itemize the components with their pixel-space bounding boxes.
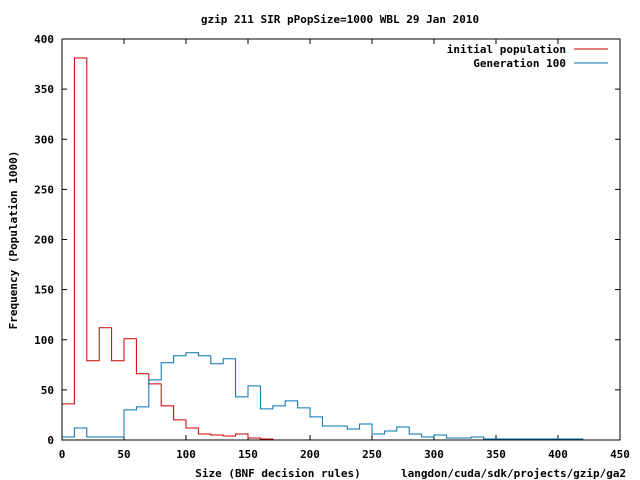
x-tick-label: 200 <box>300 448 320 461</box>
x-ticks: 0 50 100 150 200 250 300 350 400 450 <box>59 39 630 461</box>
x-tick-label: 250 <box>362 448 382 461</box>
y-tick-label: 250 <box>34 183 54 196</box>
y-tick-label: 200 <box>34 234 54 247</box>
x-tick-label: 100 <box>176 448 196 461</box>
series-line-0 <box>62 57 286 441</box>
x-tick-label: 300 <box>424 448 444 461</box>
y-tick-label: 150 <box>34 284 54 297</box>
x-axis-label: Size (BNF decision rules) <box>195 467 361 480</box>
footer-path: langdon/cuda/sdk/projects/gzip/ga2 <box>401 467 626 480</box>
x-tick-label: 350 <box>486 448 506 461</box>
chart-title: gzip 211 SIR pPopSize=1000 WBL 29 Jan 20… <box>201 13 479 26</box>
y-tick-label: 0 <box>47 434 54 447</box>
y-ticks: 0 50 100 150 200 250 300 350 400 <box>34 33 620 447</box>
legend-label: Generation 100 <box>473 57 566 70</box>
x-tick-label: 150 <box>238 448 258 461</box>
x-tick-label: 0 <box>59 448 66 461</box>
y-tick-label: 300 <box>34 133 54 146</box>
y-tick-label: 350 <box>34 83 54 96</box>
x-tick-label: 50 <box>117 448 130 461</box>
y-tick-label: 400 <box>34 33 54 46</box>
x-tick-label: 450 <box>610 448 630 461</box>
legend-label: initial population <box>447 43 566 56</box>
series-line-1 <box>62 352 596 441</box>
y-tick-label: 100 <box>34 334 54 347</box>
plot-frame <box>61 38 621 441</box>
y-axis-label: Frequency (Population 1000) <box>7 151 20 330</box>
series-lines <box>62 57 596 441</box>
y-tick-label: 50 <box>41 384 54 397</box>
x-tick-label: 400 <box>548 448 568 461</box>
